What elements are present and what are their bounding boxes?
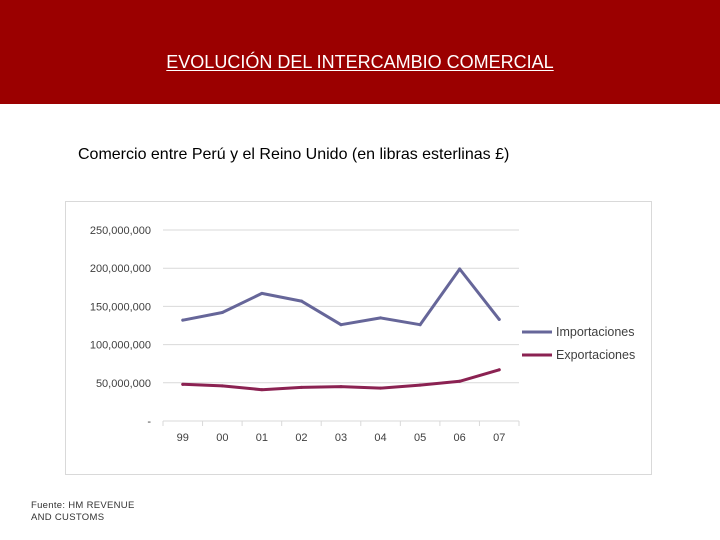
series-line-importaciones <box>181 267 501 327</box>
y-tick-label: 250,000,000 <box>90 225 151 237</box>
x-tick-label: 01 <box>256 432 268 444</box>
y-tick-label: 100,000,000 <box>90 340 151 352</box>
data-point-importaciones <box>379 316 383 320</box>
y-tick-label: - <box>147 416 151 428</box>
series-layer <box>181 267 501 392</box>
x-tick-label: 99 <box>177 432 189 444</box>
x-tick-label: 07 <box>493 432 505 444</box>
legend-label: Exportaciones <box>556 348 635 362</box>
source-note: Fuente: HM REVENUE AND CUSTOMS <box>31 500 135 524</box>
x-tick-label: 04 <box>374 432 386 444</box>
data-point-exportaciones <box>418 383 422 387</box>
legend-label: Importaciones <box>556 325 635 339</box>
x-tick-label: 00 <box>216 432 228 444</box>
data-point-importaciones <box>497 317 501 321</box>
x-tick-label: 05 <box>414 432 426 444</box>
y-tick-label: 150,000,000 <box>90 301 151 313</box>
y-tick-label: 50,000,000 <box>96 378 151 390</box>
x-tick-label: 02 <box>295 432 307 444</box>
data-point-exportaciones <box>260 388 264 392</box>
x-tick-label: 06 <box>454 432 466 444</box>
data-point-exportaciones <box>339 385 343 389</box>
data-point-importaciones <box>458 267 462 271</box>
data-point-importaciones <box>260 291 264 295</box>
data-point-importaciones <box>181 318 185 322</box>
data-point-importaciones <box>220 311 224 315</box>
data-point-exportaciones <box>497 368 501 372</box>
line-chart: - 50,000,000 100,000,000 150,000,000 200,000… <box>90 225 635 444</box>
data-point-importaciones <box>339 323 343 327</box>
source-line-1: Fuente: HM REVENUE <box>31 500 135 511</box>
data-point-exportaciones <box>181 382 185 386</box>
chart-subtitle: Comercio entre Perú y el Reino Unido (en… <box>78 146 510 163</box>
grid-layer <box>163 229 519 422</box>
data-point-importaciones <box>299 299 303 303</box>
chart-legend: Importaciones Exportaciones <box>522 325 635 362</box>
source-line-2: AND CUSTOMS <box>31 512 105 523</box>
y-tick-label: 200,000,000 <box>90 263 151 275</box>
data-point-exportaciones <box>458 379 462 383</box>
title-banner: EVOLUCIÓN DEL INTERCAMBIO COMERCIAL <box>0 0 720 104</box>
axis-layer: - 50,000,000 100,000,000 150,000,000 200,000… <box>90 225 520 444</box>
slide-title: EVOLUCIÓN DEL INTERCAMBIO COMERCIAL <box>166 52 554 72</box>
data-point-exportaciones <box>220 384 224 388</box>
chart-frame: - 50,000,000 100,000,000 150,000,000 200,000… <box>65 201 652 475</box>
data-point-importaciones <box>418 323 422 327</box>
data-point-exportaciones <box>379 386 383 390</box>
x-tick-label: 03 <box>335 432 347 444</box>
data-point-exportaciones <box>299 385 303 389</box>
